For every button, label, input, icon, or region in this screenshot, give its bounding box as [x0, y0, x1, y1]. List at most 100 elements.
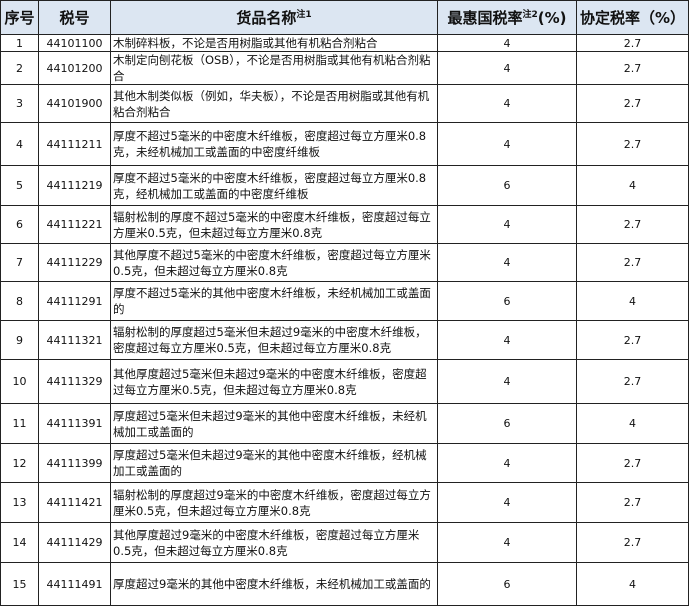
cell-mfn-rate: 4 — [437, 205, 577, 244]
cell-mfn-rate: 6 — [437, 281, 577, 321]
table-row: 3 44101900 其他木制类似板（例如，华夫板），不论是否用树脂或其他有机粘合剂… — [0, 84, 689, 123]
cell-code: 44101100 — [38, 34, 111, 52]
cell-agreement-rate: 4 — [576, 165, 689, 206]
header-mfn-note: 注2 — [522, 10, 538, 20]
cell-seq: 13 — [0, 482, 39, 523]
cell-code: 44111329 — [38, 359, 111, 404]
cell-mfn-rate: 6 — [437, 165, 577, 206]
cell-seq: 3 — [0, 84, 39, 123]
cell-name: 木制碎料板，不论是否用树脂或其他有机粘合剂粘合 — [110, 34, 438, 52]
header-row: 序号 税号 货品名称注1 最惠国税率注2(%) 协定税率（%） — [0, 0, 689, 35]
table-row: 5 44111219 厚度不超过5毫米的中密度木纤维板，密度超过每立方厘米0.8克，… — [0, 165, 689, 206]
cell-agreement-rate: 4 — [576, 403, 689, 444]
cell-agreement-rate: 2.7 — [576, 122, 689, 166]
table-row: 7 44111229 其他厚度不超过5毫米的中密度木纤维板，密度超过每立方厘米0.5… — [0, 243, 689, 282]
cell-code: 44111391 — [38, 403, 111, 444]
cell-code: 44111429 — [38, 522, 111, 563]
header-mfn-label: 最惠国税率 — [447, 9, 523, 27]
cell-name: 厚度不超过5毫米的其他中密度木纤维板，未经机械加工或盖面的 — [110, 281, 438, 321]
table-row: 12 44111399 厚度超过5毫米但未超过9毫米的其他中密度木纤维板，经机械加工… — [0, 443, 689, 483]
cell-code: 44101200 — [38, 51, 111, 85]
cell-code: 44111211 — [38, 122, 111, 166]
table-row: 4 44111211 厚度不超过5毫米的中密度木纤维板，密度超过每立方厘米0.8克，… — [0, 122, 689, 166]
cell-agreement-rate: 2.7 — [576, 443, 689, 483]
cell-seq: 8 — [0, 281, 39, 321]
cell-name: 辐射松制的厚度不超过5毫米的中密度木纤维板，密度超过每立方厘米0.5克，但未超过… — [110, 205, 438, 244]
cell-code: 44111221 — [38, 205, 111, 244]
cell-seq: 14 — [0, 522, 39, 563]
cell-mfn-rate: 4 — [437, 34, 577, 52]
cell-agreement-rate: 2.7 — [576, 359, 689, 404]
header-agreement: 协定税率（%） — [576, 0, 689, 35]
cell-name: 其他厚度超过9毫米的中密度木纤维板，密度超过每立方厘米0.5克，但未超过每立方厘… — [110, 522, 438, 563]
cell-seq: 12 — [0, 443, 39, 483]
cell-seq: 15 — [0, 562, 39, 606]
cell-name: 其他木制类似板（例如，华夫板），不论是否用树脂或其他有机粘合剂粘合 — [110, 84, 438, 123]
cell-name: 木制定向刨花板（OSB），不论是否用树脂或其他有机粘合剂粘合 — [110, 51, 438, 85]
cell-mfn-rate: 6 — [437, 562, 577, 606]
cell-seq: 2 — [0, 51, 39, 85]
header-mfn: 最惠国税率注2(%) — [437, 0, 577, 35]
table-row: 14 44111429 其他厚度超过9毫米的中密度木纤维板，密度超过每立方厘米0.5… — [0, 522, 689, 563]
table-row: 10 44111329 其他厚度超过5毫米但未超过9毫米的中密度木纤维板，密度超过每… — [0, 359, 689, 404]
header-code: 税号 — [38, 0, 111, 35]
table-row: 1 44101100 木制碎料板，不论是否用树脂或其他有机粘合剂粘合 4 2.7 — [0, 34, 689, 52]
cell-name: 厚度超过9毫米的其他中密度木纤维板，未经机械加工或盖面的 — [110, 562, 438, 606]
cell-name: 辐射松制的厚度超过9毫米的中密度木纤维板，密度超过每立方厘米0.5克，但未超过每… — [110, 482, 438, 523]
cell-name: 厚度超过5毫米但未超过9毫米的其他中密度木纤维板，经机械加工或盖面的 — [110, 443, 438, 483]
cell-mfn-rate: 4 — [437, 51, 577, 85]
cell-code: 44101900 — [38, 84, 111, 123]
header-name-note: 注1 — [296, 10, 312, 20]
cell-seq: 1 — [0, 34, 39, 52]
cell-agreement-rate: 2.7 — [576, 243, 689, 282]
table-row: 2 44101200 木制定向刨花板（OSB），不论是否用树脂或其他有机粘合剂粘合 4… — [0, 51, 689, 85]
cell-name: 厚度不超过5毫米的中密度木纤维板，密度超过每立方厘米0.8克，未经机械加工或盖面… — [110, 122, 438, 166]
table-row: 11 44111391 厚度超过5毫米但未超过9毫米的其他中密度木纤维板，未经机械加… — [0, 403, 689, 444]
cell-seq: 7 — [0, 243, 39, 282]
cell-name: 辐射松制的厚度超过5毫米但未超过9毫米的中密度木纤维板，密度超过每立方厘米0.5… — [110, 320, 438, 360]
table-row: 6 44111221 辐射松制的厚度不超过5毫米的中密度木纤维板，密度超过每立方厘米… — [0, 205, 689, 244]
cell-agreement-rate: 4 — [576, 281, 689, 321]
cell-code: 44111399 — [38, 443, 111, 483]
header-mfn-unit: (%) — [537, 9, 567, 27]
cell-agreement-rate: 2.7 — [576, 522, 689, 563]
cell-code: 44111421 — [38, 482, 111, 523]
cell-seq: 6 — [0, 205, 39, 244]
cell-agreement-rate: 2.7 — [576, 320, 689, 360]
cell-code: 44111321 — [38, 320, 111, 360]
table-row: 9 44111321 辐射松制的厚度超过5毫米但未超过9毫米的中密度木纤维板，密度超… — [0, 320, 689, 360]
cell-mfn-rate: 4 — [437, 359, 577, 404]
cell-seq: 9 — [0, 320, 39, 360]
cell-mfn-rate: 4 — [437, 122, 577, 166]
cell-agreement-rate: 2.7 — [576, 51, 689, 85]
cell-mfn-rate: 4 — [437, 482, 577, 523]
cell-name: 厚度超过5毫米但未超过9毫米的其他中密度木纤维板，未经机械加工或盖面的 — [110, 403, 438, 444]
cell-seq: 4 — [0, 122, 39, 166]
cell-seq: 5 — [0, 165, 39, 206]
cell-name: 其他厚度不超过5毫米的中密度木纤维板，密度超过每立方厘米0.5克，但未超过每立方… — [110, 243, 438, 282]
header-seq: 序号 — [0, 0, 39, 35]
cell-mfn-rate: 4 — [437, 84, 577, 123]
cell-agreement-rate: 2.7 — [576, 84, 689, 123]
cell-seq: 11 — [0, 403, 39, 444]
cell-code: 44111291 — [38, 281, 111, 321]
cell-agreement-rate: 4 — [576, 562, 689, 606]
cell-code: 44111219 — [38, 165, 111, 206]
cell-agreement-rate: 2.7 — [576, 482, 689, 523]
table-row: 8 44111291 厚度不超过5毫米的其他中密度木纤维板，未经机械加工或盖面的 6 4 — [0, 281, 689, 321]
cell-agreement-rate: 2.7 — [576, 205, 689, 244]
cell-name: 其他厚度超过5毫米但未超过9毫米的中密度木纤维板，密度超过每立方厘米0.5克，但… — [110, 359, 438, 404]
cell-mfn-rate: 6 — [437, 403, 577, 444]
cell-code: 44111229 — [38, 243, 111, 282]
cell-mfn-rate: 4 — [437, 522, 577, 563]
cell-seq: 10 — [0, 359, 39, 404]
cell-name: 厚度不超过5毫米的中密度木纤维板，密度超过每立方厘米0.8克，经机械加工或盖面的… — [110, 165, 438, 206]
cell-mfn-rate: 4 — [437, 243, 577, 282]
table-row: 13 44111421 辐射松制的厚度超过9毫米的中密度木纤维板，密度超过每立方厘米… — [0, 482, 689, 523]
cell-mfn-rate: 4 — [437, 443, 577, 483]
header-name-label: 货品名称 — [236, 9, 297, 27]
cell-mfn-rate: 4 — [437, 320, 577, 360]
cell-code: 44111491 — [38, 562, 111, 606]
table-row: 15 44111491 厚度超过9毫米的其他中密度木纤维板，未经机械加工或盖面的 6 4 — [0, 562, 689, 606]
